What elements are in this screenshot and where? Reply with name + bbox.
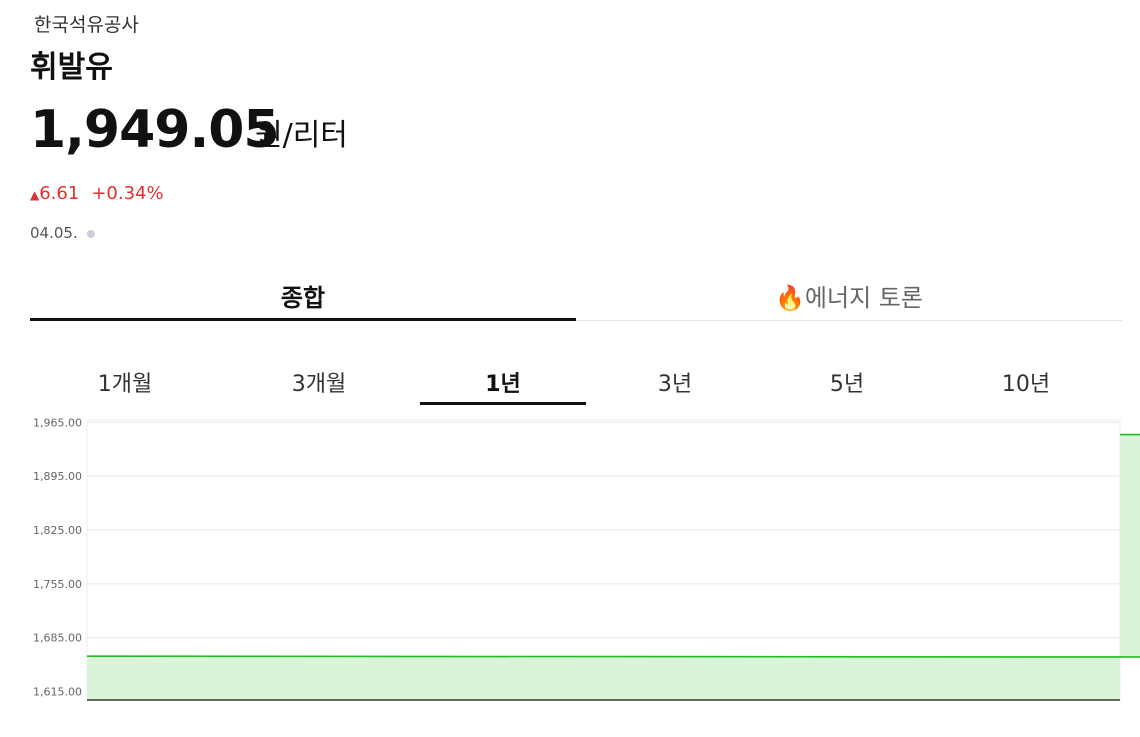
fire-icon: 🔥 — [775, 284, 805, 312]
change-value: 6.61 — [39, 183, 80, 204]
tab-label: 에너지 토론 — [804, 284, 923, 312]
date-text: 04.05. — [30, 224, 78, 242]
tab-underline — [30, 318, 576, 321]
period-tab[interactable]: 10년 — [1001, 372, 1051, 397]
y-tick-label: 1,615.00 — [33, 686, 82, 699]
change-pct: +0.34% — [91, 183, 164, 204]
product-name: 휘발유 — [30, 50, 113, 85]
period-tab[interactable]: 5년 — [829, 372, 865, 397]
date: 04.05. — [30, 224, 95, 242]
price: 1,949.05 — [30, 100, 280, 160]
up-arrow: ▲ — [30, 188, 40, 202]
y-tick-label: 1,825.00 — [33, 524, 82, 537]
y-tick-label: 1,965.00 — [33, 416, 82, 429]
area — [87, 434, 1140, 700]
tab-divider — [576, 320, 1122, 321]
unit: 원/리터 — [255, 118, 348, 153]
tab[interactable]: 종합 — [280, 284, 326, 312]
period-tab[interactable]: 1년 — [485, 372, 521, 397]
status-dot — [86, 230, 95, 238]
period-tab[interactable]: 1개월 — [97, 372, 153, 397]
y-tick-label: 1,895.00 — [33, 470, 82, 483]
period-tab[interactable]: 3개월 — [291, 372, 347, 397]
y-tick-label: 1,755.00 — [33, 578, 82, 591]
change: ▲6.61 +0.34% — [30, 183, 164, 204]
issuer: 한국석유공사 — [34, 14, 139, 36]
y-tick-label: 1,685.00 — [33, 632, 82, 645]
period-underline — [420, 402, 586, 405]
tab[interactable]: 🔥에너지 토론 — [576, 278, 1122, 313]
line — [86, 433, 1140, 658]
period-tab[interactable]: 3년 — [657, 372, 693, 397]
